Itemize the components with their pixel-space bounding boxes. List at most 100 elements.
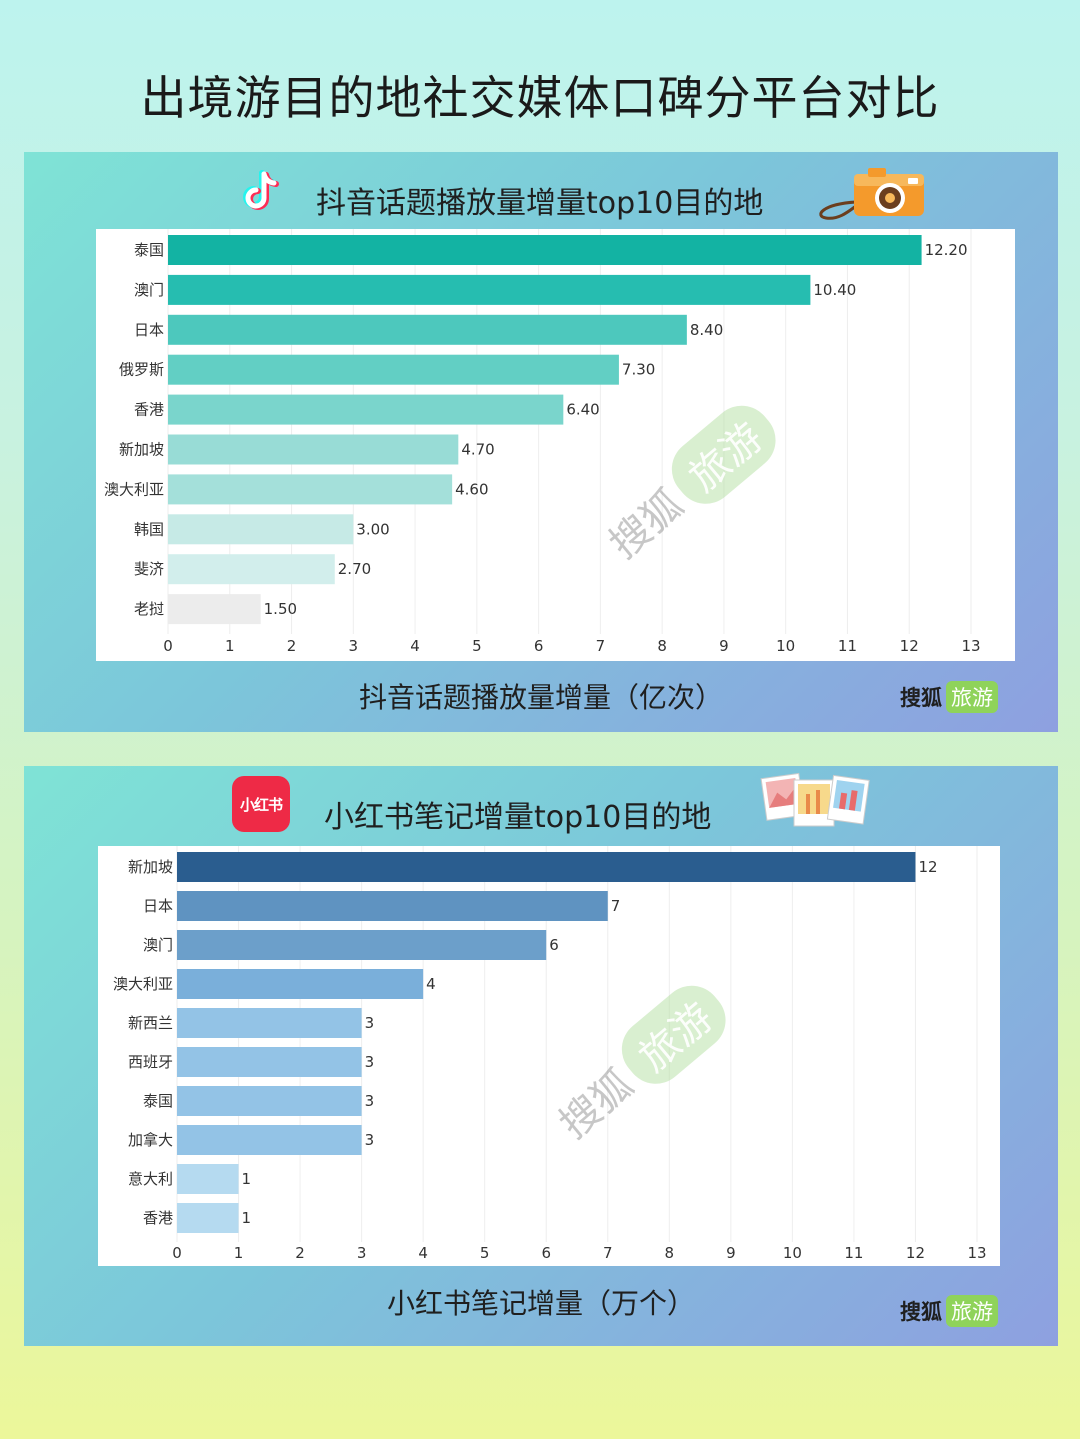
tick-label: 9 — [726, 1244, 736, 1262]
bar — [177, 1008, 362, 1038]
bar — [177, 1203, 239, 1233]
tick-label: 8 — [657, 637, 667, 655]
bar — [168, 314, 687, 345]
category-label: 香港 — [134, 401, 164, 419]
data-label: 10.40 — [813, 281, 856, 299]
category-label: 日本 — [143, 897, 173, 915]
brand-tag: 旅游 — [946, 681, 998, 713]
data-label: 4.70 — [461, 441, 494, 459]
bar — [168, 474, 453, 505]
tick-label: 10 — [783, 1244, 802, 1262]
tick-label: 0 — [172, 1244, 182, 1262]
brand-name: 搜狐 — [900, 686, 942, 710]
data-label: 4 — [426, 975, 436, 993]
category-label: 澳大利亚 — [104, 480, 164, 498]
data-label: 7.30 — [622, 361, 655, 379]
tick-label: 2 — [287, 637, 297, 655]
tick-label: 1 — [225, 637, 235, 655]
bar — [168, 235, 922, 265]
brand-logo: 搜狐 旅游 — [900, 1295, 998, 1327]
category-label: 新西兰 — [128, 1014, 173, 1032]
brand-tag: 旅游 — [946, 1295, 998, 1327]
bar — [177, 1047, 362, 1077]
bar — [177, 852, 916, 882]
tick-label: 4 — [410, 637, 420, 655]
xiaohongshu-label: 小红书 — [239, 795, 283, 814]
data-label: 3 — [365, 1014, 375, 1032]
tick-label: 12 — [906, 1244, 925, 1262]
category-label: 斐济 — [134, 560, 164, 578]
brand-name: 搜狐 — [900, 1300, 942, 1324]
category-label: 日本 — [134, 321, 164, 339]
page-title: 出境游目的地社交媒体口碑分平台对比 — [140, 71, 940, 125]
bar — [177, 1164, 239, 1194]
tick-label: 3 — [349, 637, 359, 655]
data-label: 3 — [365, 1131, 375, 1149]
bar — [177, 930, 547, 960]
data-label: 6 — [549, 936, 559, 954]
tick-label: 8 — [665, 1244, 675, 1262]
category-label: 韩国 — [134, 520, 164, 538]
tick-label: 10 — [776, 637, 795, 655]
category-label: 澳门 — [143, 936, 173, 954]
tick-label: 11 — [838, 637, 857, 655]
tick-label: 13 — [967, 1244, 986, 1262]
tick-label: 5 — [472, 637, 482, 655]
category-label: 泰国 — [134, 241, 164, 259]
bar — [177, 891, 608, 921]
data-label: 3.00 — [356, 520, 389, 538]
tick-label: 4 — [418, 1244, 428, 1262]
tick-label: 6 — [534, 637, 544, 655]
tick-label: 2 — [295, 1244, 305, 1262]
tick-label: 7 — [596, 637, 606, 655]
category-label: 老挝 — [134, 600, 164, 618]
tick-label: 0 — [163, 637, 173, 655]
bar — [168, 354, 619, 385]
data-label: 3 — [365, 1092, 375, 1110]
bar — [168, 434, 459, 465]
chart-area: 泰国 12.20 澳门 10.40 日本 8.40 俄罗斯 7.30 香港 6.40 新加坡 4.70… — [96, 229, 1015, 661]
xiaohongshu-icon: 小红书 — [232, 776, 290, 832]
data-label: 8.40 — [690, 321, 723, 339]
data-label: 1 — [242, 1209, 252, 1227]
bar — [177, 969, 424, 999]
tick-label: 13 — [961, 637, 980, 655]
bar — [168, 594, 261, 625]
tick-label: 5 — [480, 1244, 490, 1262]
category-label: 加拿大 — [128, 1131, 173, 1149]
data-label: 2.70 — [338, 560, 371, 578]
chart-title: 抖音话题播放量增量top10目的地 — [316, 186, 764, 221]
bar — [168, 554, 335, 585]
category-label: 香港 — [143, 1209, 173, 1227]
tick-label: 1 — [234, 1244, 244, 1262]
category-label: 泰国 — [143, 1092, 173, 1110]
category-label: 意大利 — [128, 1170, 173, 1188]
tick-label: 3 — [357, 1244, 367, 1262]
bar — [168, 394, 564, 425]
tick-label: 12 — [900, 637, 919, 655]
data-label: 12 — [918, 858, 937, 876]
photos-icon — [760, 768, 870, 834]
bar — [168, 514, 354, 545]
bar — [177, 1125, 362, 1155]
category-label: 新加坡 — [119, 441, 164, 459]
data-label: 1.50 — [264, 600, 297, 618]
data-label: 4.60 — [455, 480, 488, 498]
chart-area: 新加坡 12 日本 7 澳门 6 澳大利亚 4 新西兰 3 西班牙 3 泰国 3 加拿大 3 意大利 1 香港 1 0 1… — [98, 846, 1000, 1266]
data-label: 7 — [611, 897, 621, 915]
tick-label: 6 — [541, 1244, 551, 1262]
category-label: 新加坡 — [128, 858, 173, 876]
x-axis-title: 小红书笔记增量（万个） — [386, 1287, 695, 1320]
douyin-icon — [242, 170, 282, 214]
brand-logo: 搜狐 旅游 — [900, 681, 998, 713]
data-label: 3 — [365, 1053, 375, 1071]
tick-label: 7 — [603, 1244, 613, 1262]
camera-icon — [812, 166, 930, 224]
category-label: 西班牙 — [128, 1053, 173, 1071]
tick-label: 9 — [719, 637, 729, 655]
xiaohongshu-panel: 小红书 小红书笔记增量top10目的地 新加坡 12 日本 7 澳门 6 澳大利亚 4 新西兰 3… — [24, 766, 1058, 1346]
category-label: 俄罗斯 — [119, 361, 164, 379]
x-axis-title: 抖音话题播放量增量（亿次） — [358, 681, 723, 714]
bar — [177, 1086, 362, 1116]
